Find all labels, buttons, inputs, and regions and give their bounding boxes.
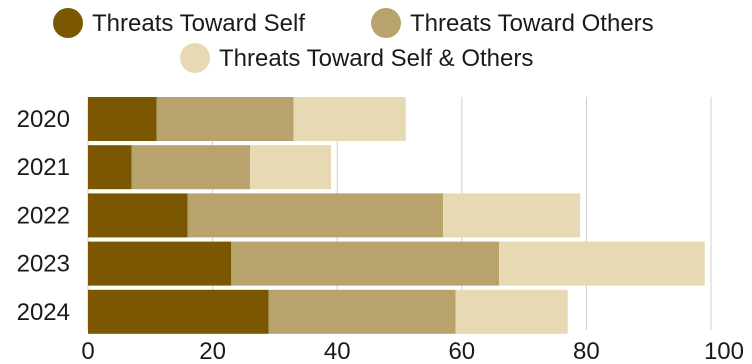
bar-2023-series-1: [231, 241, 500, 286]
y-tick-label-2024: 2024: [17, 299, 70, 326]
y-tick-label-2020: 2020: [17, 106, 70, 133]
legend-swatch-0: [53, 8, 83, 38]
bar-2020-series-2: [293, 97, 406, 141]
bar-2022-series-1: [187, 193, 444, 238]
x-tick-label-60: 60: [448, 338, 475, 364]
y-tick-label-2022: 2022: [17, 202, 70, 229]
legend-swatch-1: [371, 8, 401, 38]
bar-2022-series-2: [443, 193, 581, 238]
bar-2021-series-1: [131, 145, 250, 190]
legend: Threats Toward Self Threats Toward Others…: [53, 8, 654, 73]
x-tick-label-0: 0: [81, 338, 94, 364]
x-tick-label-40: 40: [324, 338, 351, 364]
bars: [88, 97, 705, 334]
bar-2024-series-2: [455, 289, 568, 334]
legend-label-0: Threats Toward Self: [92, 10, 305, 37]
x-tick-label-100: 100: [704, 338, 744, 364]
x-tick-label-80: 80: [573, 338, 600, 364]
bar-2023-series-0: [88, 241, 232, 286]
y-tick-label-2021: 2021: [17, 154, 70, 181]
y-tick-label-2023: 2023: [17, 251, 70, 278]
legend-label-1: Threats Toward Others: [410, 10, 654, 37]
bar-2023-series-2: [499, 241, 705, 286]
bar-2024-series-0: [88, 289, 269, 334]
bar-2022-series-0: [88, 193, 188, 238]
legend-label-2: Threats Toward Self & Others: [219, 45, 533, 72]
bar-2021-series-2: [249, 145, 331, 190]
bar-2020-series-1: [156, 97, 294, 141]
bar-2020-series-0: [88, 97, 157, 141]
x-tick-label-20: 20: [199, 338, 226, 364]
legend-swatch-2: [180, 43, 210, 73]
y-axis-labels: 2020 2021 2022 2023 2024: [17, 106, 70, 326]
bar-2024-series-1: [268, 289, 456, 334]
x-axis-labels: 0 20 40 60 80 100: [81, 338, 744, 364]
bar-2021-series-0: [88, 145, 132, 190]
